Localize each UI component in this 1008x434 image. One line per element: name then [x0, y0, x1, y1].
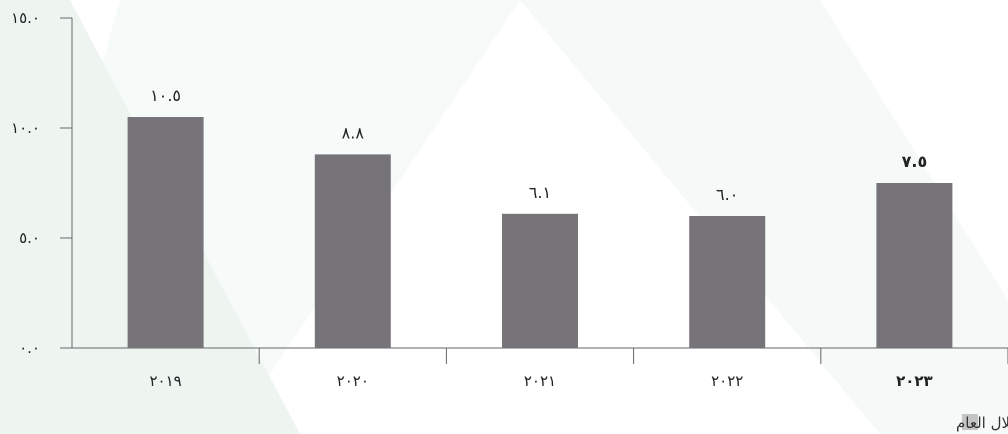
bar: [127, 117, 204, 348]
x-tick-label: ٢٠٢١: [524, 372, 556, 390]
legend-swatch: [962, 414, 978, 430]
x-tick-label: ٢٠٢٠: [337, 372, 369, 390]
bar: [502, 213, 578, 348]
bars: [127, 117, 953, 348]
bar: [876, 183, 953, 348]
x-tick-label: ٢٠١٩: [149, 372, 181, 390]
data-label: ١٠.٥: [150, 86, 181, 105]
data-label: ٦.٠: [716, 185, 738, 204]
y-tick-label: ١٠.٠: [11, 119, 40, 137]
legend: مدفوع خلال العام: [956, 414, 1008, 432]
legend-label: مدفوع خلال العام: [956, 414, 1008, 432]
bar: [689, 216, 766, 348]
data-label: ٦.١: [529, 183, 551, 202]
x-tick-label: ٢٠٢٢: [711, 372, 743, 390]
bar: [314, 154, 391, 348]
y-tick-label: ٠.٠: [19, 339, 40, 357]
y-tick-label: ٥.٠: [19, 229, 40, 247]
x-tick-label: ٢٠٢٣: [896, 372, 933, 390]
data-label: ٧.٥: [902, 152, 928, 171]
data-label: ٨.٨: [342, 123, 365, 142]
labels: ١٠.٥ ٢٠١٩ ٨.٨ ٢٠٢٠ ٦.١ ٢٠٢١ ٦.٠ ٢٠٢٢ ٧.٥ ٢٠٢٣: [149, 86, 932, 390]
y-tick-label: ١٥.٠: [11, 9, 40, 27]
